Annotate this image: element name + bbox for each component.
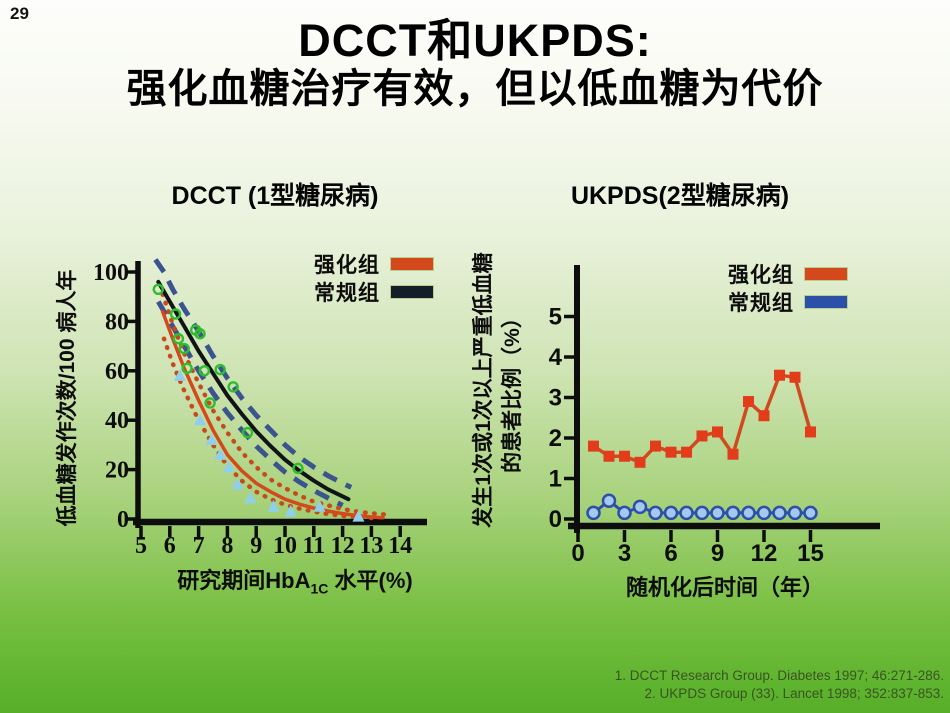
dcct-x-axis-label-suffix: 水平(%) <box>328 568 413 593</box>
dcct-legend-swatch-intensive <box>390 257 434 271</box>
ukpds-legend-row-conventional: 常规组 <box>728 288 848 316</box>
ukpds-legend: 强化组 常规组 <box>728 260 848 316</box>
dcct-y-axis-label: 低血糖发作次数/100 病人年 <box>56 269 79 527</box>
ukpds-y-axis-label-line2: 的患者比例（%） <box>501 307 524 473</box>
dcct-legend-row-intensive: 强化组 <box>314 250 434 278</box>
dcct-x-axis-label: 研究期间HbA1C 水平(%) <box>130 563 460 596</box>
svg-text:10: 10 <box>273 533 297 559</box>
svg-text:20: 20 <box>105 458 129 484</box>
citation-1: 1. DCCT Research Group. Diabetes 1997; 4… <box>614 668 944 683</box>
ukpds-legend-label-intensive: 强化组 <box>728 264 794 287</box>
svg-text:9: 9 <box>250 533 262 559</box>
svg-text:3: 3 <box>618 540 631 567</box>
slide-title: DCCT和UKPDS: 强化血糖治疗有效，但以低血糖为代价 <box>0 16 950 112</box>
svg-text:0: 0 <box>549 506 562 533</box>
dcct-legend-row-conventional: 常规组 <box>314 278 434 306</box>
svg-text:40: 40 <box>105 408 129 434</box>
dcct-legend-label-intensive: 强化组 <box>314 254 380 277</box>
svg-text:7: 7 <box>193 533 205 559</box>
svg-text:9: 9 <box>711 540 724 567</box>
ukpds-chart-title: UKPDS(2型糖尿病) <box>570 182 790 210</box>
svg-text:60: 60 <box>105 359 129 385</box>
slide-title-line1: DCCT和UKPDS: <box>298 15 652 66</box>
slide-title-line2: 强化血糖治疗有效，但以低血糖为代价 <box>126 67 824 111</box>
ukpds-y-axis-label: 发生1次或1次以上严重低血糖 的患者比例（%） <box>469 220 527 560</box>
svg-text:6: 6 <box>664 540 677 567</box>
ukpds-legend-label-conventional: 常规组 <box>728 292 794 315</box>
svg-text:100: 100 <box>93 260 129 286</box>
svg-text:6: 6 <box>164 533 176 559</box>
svg-text:5: 5 <box>549 304 562 331</box>
svg-text:14: 14 <box>388 533 412 559</box>
slide-number: 29 <box>10 4 29 23</box>
dcct-x-axis-label-subscript: 1C <box>310 580 329 597</box>
citations: 1. DCCT Research Group. Diabetes 1997; 4… <box>615 667 944 703</box>
ukpds-legend-row-intensive: 强化组 <box>728 260 848 288</box>
dcct-chart-canvas: 5 6 7 8 9 10 11 12 13 14 0 20 40 60 80 100 <box>93 258 427 559</box>
ukpds-x-axis-label: 随机化后时间（年） <box>625 575 824 600</box>
dcct-legend-label-conventional: 常规组 <box>314 282 380 305</box>
svg-text:13: 13 <box>359 533 383 559</box>
svg-text:15: 15 <box>797 540 824 567</box>
svg-text:80: 80 <box>105 309 129 335</box>
dcct-legend: 强化组 常规组 <box>314 250 434 306</box>
svg-text:12: 12 <box>751 540 778 567</box>
ukpds-legend-swatch-conventional <box>804 295 848 309</box>
dcct-x-axis-label-prefix: 研究期间HbA <box>177 568 311 593</box>
svg-text:2: 2 <box>549 425 562 452</box>
svg-text:5: 5 <box>135 533 147 559</box>
ukpds-y-axis-label-line1: 发生1次或1次以上严重低血糖 <box>472 252 495 528</box>
svg-text:8: 8 <box>221 533 233 559</box>
svg-text:3: 3 <box>549 385 562 412</box>
dcct-legend-swatch-conventional <box>390 285 434 299</box>
svg-text:4: 4 <box>549 344 563 371</box>
svg-text:0: 0 <box>117 507 129 533</box>
svg-text:1: 1 <box>549 466 562 493</box>
ukpds-legend-swatch-intensive <box>804 267 848 281</box>
svg-text:0: 0 <box>571 540 584 567</box>
citation-2: 2. UKPDS Group (33). Lancet 1998; 352:83… <box>644 686 944 701</box>
svg-text:12: 12 <box>331 533 355 559</box>
dcct-chart-title: DCCT (1型糖尿病) <box>171 182 379 210</box>
svg-text:11: 11 <box>302 533 325 559</box>
